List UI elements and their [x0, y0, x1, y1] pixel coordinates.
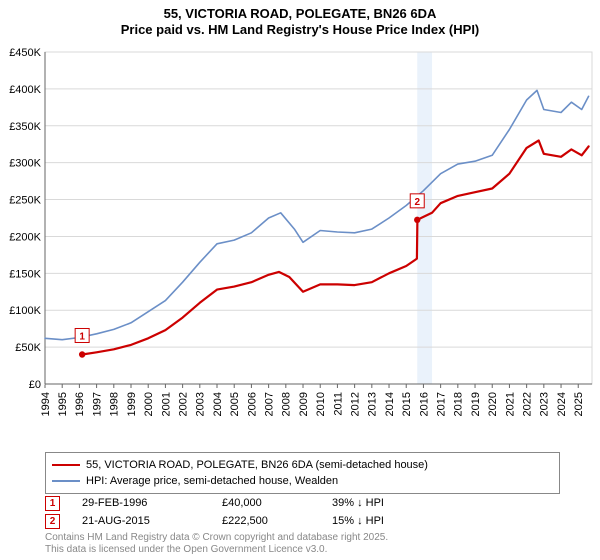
marker-row-price: £40,000: [222, 497, 332, 509]
legend: 55, VICTORIA ROAD, POLEGATE, BN26 6DA (s…: [45, 452, 560, 494]
x-tick-label: 2002: [177, 392, 189, 416]
line-chart-svg: £0 £50K £100K £150K £200K £250K £300K £350K £400…: [0, 44, 600, 444]
y-tick-label: £0: [29, 379, 41, 391]
x-tick-label: 2005: [229, 392, 241, 416]
x-tick-label: 2011: [332, 392, 344, 416]
attribution: Contains HM Land Registry data © Crown c…: [45, 532, 388, 556]
marker-row: 2 21-AUG-2015£222,50015% ↓ HPI: [45, 512, 560, 530]
title-line-2: Price paid vs. HM Land Registry's House …: [0, 22, 600, 38]
y-tick-label: £250K: [9, 195, 41, 207]
attribution-line-1: Contains HM Land Registry data © Crown c…: [45, 532, 388, 544]
attribution-line-2: This data is licensed under the Open Gov…: [45, 544, 388, 556]
x-tick-label: 2021: [504, 392, 516, 416]
series-price_paid: [82, 141, 588, 355]
y-tick-label: £400K: [9, 84, 41, 96]
y-tick-label: £50K: [15, 342, 41, 354]
y-tick-label: £300K: [9, 158, 41, 170]
y-tick-label: £100K: [9, 305, 41, 317]
chart-area: £0 £50K £100K £150K £200K £250K £300K £350K £400…: [0, 44, 600, 444]
plot-border: [45, 52, 592, 384]
x-tick-label: 2017: [435, 392, 447, 416]
x-tick-label: 1998: [109, 392, 121, 416]
marker-row-num: 2: [45, 514, 60, 529]
legend-row: HPI: Average price, semi-detached house,…: [52, 473, 553, 489]
y-tick-label: £350K: [9, 121, 41, 133]
x-tick-label: 2003: [195, 392, 207, 416]
y-tick-label: £150K: [9, 268, 41, 280]
legend-label: 55, VICTORIA ROAD, POLEGATE, BN26 6DA (s…: [86, 459, 428, 471]
price-marker-dot: [79, 351, 85, 357]
marker-row: 1 29-FEB-1996£40,00039% ↓ HPI: [45, 494, 560, 512]
marker-row-price: £222,500: [222, 515, 332, 527]
x-tick-label: 1997: [91, 392, 103, 416]
series-hpi: [45, 90, 589, 339]
x-tick-label: 2006: [246, 392, 258, 416]
y-tick-label: £450K: [9, 47, 41, 59]
x-tick-label: 2025: [573, 392, 585, 416]
y-tick-label: £200K: [9, 231, 41, 243]
x-tick-label: 2016: [418, 392, 430, 416]
legend-swatch: [52, 464, 80, 466]
x-tick-label: 1994: [40, 392, 52, 416]
x-tick-label: 2014: [384, 392, 396, 416]
x-tick-label: 2001: [160, 392, 172, 416]
price-marker-num: 1: [79, 331, 85, 342]
x-tick-label: 2020: [487, 392, 499, 416]
marker-row-num: 1: [45, 496, 60, 511]
price-marker-num: 2: [414, 197, 420, 208]
x-tick-label: 1999: [126, 392, 138, 416]
chart-title: 55, VICTORIA ROAD, POLEGATE, BN26 6DA Pr…: [0, 0, 600, 39]
x-tick-label: 1995: [57, 392, 69, 416]
x-tick-label: 2013: [367, 392, 379, 416]
price-marker-dot: [414, 217, 420, 223]
legend-row: 55, VICTORIA ROAD, POLEGATE, BN26 6DA (s…: [52, 457, 553, 473]
marker-row-pct: 39% ↓ HPI: [332, 497, 384, 509]
legend-swatch: [52, 480, 80, 482]
x-tick-label: 2004: [212, 392, 224, 416]
x-tick-label: 2018: [453, 392, 465, 416]
x-tick-label: 2012: [349, 392, 361, 416]
x-tick-label: 2015: [401, 392, 413, 416]
marker-row-date: 29-FEB-1996: [82, 497, 222, 509]
legend-label: HPI: Average price, semi-detached house,…: [86, 475, 338, 487]
x-tick-label: 2008: [281, 392, 293, 416]
marker-row-date: 21-AUG-2015: [82, 515, 222, 527]
x-tick-label: 2022: [521, 392, 533, 416]
marker-row-pct: 15% ↓ HPI: [332, 515, 384, 527]
x-tick-label: 2007: [263, 392, 275, 416]
x-tick-label: 2024: [556, 392, 568, 416]
x-tick-label: 2000: [143, 392, 155, 416]
title-line-1: 55, VICTORIA ROAD, POLEGATE, BN26 6DA: [0, 6, 600, 22]
x-tick-label: 2023: [539, 392, 551, 416]
x-tick-label: 1996: [74, 392, 86, 416]
marker-annotations: 1 29-FEB-1996£40,00039% ↓ HPI 2 21-AUG-2015…: [45, 494, 560, 530]
x-tick-label: 2009: [298, 392, 310, 416]
x-tick-label: 2019: [470, 392, 482, 416]
x-tick-label: 2010: [315, 392, 327, 416]
